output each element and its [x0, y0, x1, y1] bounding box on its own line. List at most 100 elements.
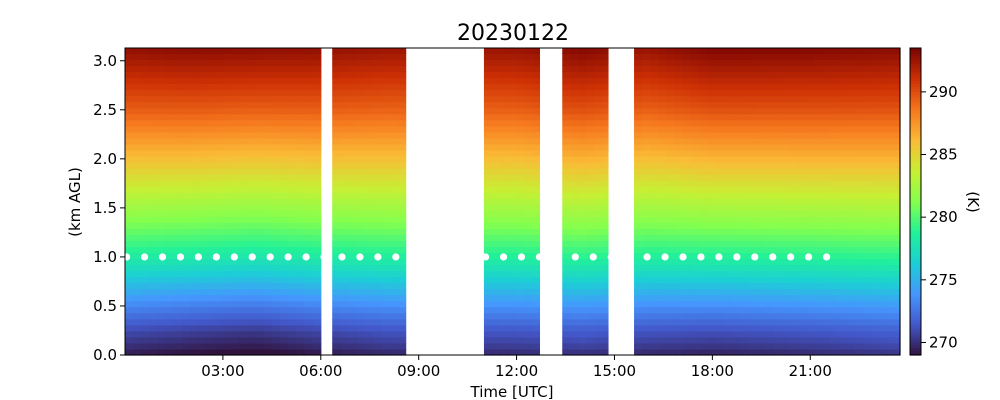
heatmap-cell — [214, 125, 224, 133]
heatmap-cell — [332, 216, 341, 223]
heatmap-cell — [740, 77, 749, 85]
heatmap-cell — [231, 336, 240, 344]
heatmap-cell — [157, 348, 167, 356]
heatmap-cell — [364, 59, 374, 67]
heatmap-cell — [813, 59, 823, 67]
heatmap-cell — [500, 216, 510, 223]
heatmap-cell — [483, 228, 493, 235]
heatmap-cell — [500, 228, 510, 235]
heatmap-cell — [603, 276, 609, 284]
heatmap-cell — [125, 161, 134, 169]
heatmap-cell — [666, 77, 676, 85]
heatmap-cell — [348, 234, 358, 241]
heatmap-cell — [263, 228, 273, 235]
heatmap-cell — [381, 312, 390, 320]
heatmap-cell — [642, 324, 651, 332]
heatmap-cell — [764, 204, 774, 211]
heatmap-cell — [340, 65, 350, 73]
heatmap-cell — [895, 48, 901, 54]
heatmap-cell — [707, 222, 717, 229]
heatmap-cell — [562, 101, 572, 109]
heatmap-cell — [634, 264, 643, 272]
heatmap-cell — [683, 95, 692, 103]
heatmap-cell — [699, 300, 709, 308]
heatmap-cell — [373, 228, 382, 235]
heatmap-cell — [364, 161, 374, 169]
heatmap-cell — [756, 131, 766, 139]
heatmap-cell — [263, 119, 273, 127]
heatmap-cell — [332, 258, 341, 266]
heatmap-cell — [389, 330, 399, 338]
heatmap-cell — [634, 143, 643, 151]
heatmap-cell — [125, 101, 134, 109]
heatmap-cell — [381, 192, 390, 199]
heatmap-cell — [594, 294, 604, 302]
heatmap-cell — [524, 149, 534, 157]
heatmap-cell — [149, 336, 159, 344]
heatmap-cell — [846, 306, 855, 314]
heatmap-cell — [165, 83, 175, 91]
heatmap-cell — [239, 282, 248, 290]
heatmap-cell — [149, 174, 159, 181]
heatmap-cell — [723, 83, 733, 91]
heatmap-cell — [854, 300, 864, 308]
colorbar-frame — [909, 47, 922, 356]
heatmap-cell — [198, 161, 208, 169]
heatmap-cell — [886, 53, 896, 61]
heatmap-cell — [854, 77, 864, 85]
heatmap-cell — [683, 324, 692, 332]
colorbar-segment — [910, 134, 921, 139]
heatmap-cell — [846, 228, 855, 235]
heatmap-cell — [821, 330, 831, 338]
heatmap-cell — [263, 149, 273, 157]
heatmap-cell — [715, 210, 725, 217]
heatmap-cell — [707, 77, 717, 85]
heatmap-cell — [296, 216, 306, 223]
heatmap-cell — [674, 276, 684, 284]
heatmap-cell — [141, 216, 151, 223]
heatmap-cell — [532, 336, 541, 344]
heatmap-cell — [492, 59, 501, 67]
heatmap-cell — [296, 89, 306, 97]
heatmap-cell — [239, 210, 248, 217]
heatmap-cell — [707, 300, 717, 308]
heatmap-cell — [895, 336, 901, 344]
heatmap-cell — [271, 59, 281, 67]
heatmap-cell — [699, 192, 709, 199]
heatmap-cell — [239, 198, 248, 205]
heatmap-cell — [373, 348, 382, 356]
heatmap-cell — [862, 83, 872, 91]
heatmap-cell — [821, 168, 831, 175]
heatmap-cell — [570, 306, 580, 314]
heatmap-cell — [789, 174, 798, 181]
heatmap-cell — [764, 107, 774, 115]
heatmap-cell — [854, 89, 864, 97]
heatmap-cell — [846, 161, 855, 169]
heatmap-cell — [731, 83, 741, 91]
heatmap-cell — [731, 95, 741, 103]
heatmap-cell — [829, 330, 839, 338]
heatmap-cell — [642, 216, 651, 223]
heatmap-cell — [389, 204, 399, 211]
heatmap-cell — [691, 222, 700, 229]
heatmap-cell — [173, 240, 183, 248]
heatmap-cell — [149, 155, 159, 163]
heatmap-cell — [263, 101, 273, 109]
heatmap-cell — [222, 186, 232, 193]
heatmap-cell — [500, 204, 510, 211]
heatmap-cell — [674, 77, 684, 85]
heatmap-cell — [838, 101, 847, 109]
colorbar-segment — [910, 50, 921, 54]
heatmap-cell — [813, 282, 823, 290]
colorbar-segment — [910, 71, 921, 75]
heatmap-cell — [854, 101, 864, 109]
heatmap-cell — [578, 270, 588, 278]
heatmap-cell — [364, 192, 374, 199]
heatmap-cell — [797, 65, 806, 73]
heatmap-cell — [683, 89, 692, 97]
heatmap-cell — [805, 53, 815, 61]
heatmap-cell — [296, 282, 306, 290]
heatmap-cell — [821, 300, 831, 308]
heatmap-cell — [239, 252, 248, 260]
heatmap-cell — [133, 131, 142, 139]
